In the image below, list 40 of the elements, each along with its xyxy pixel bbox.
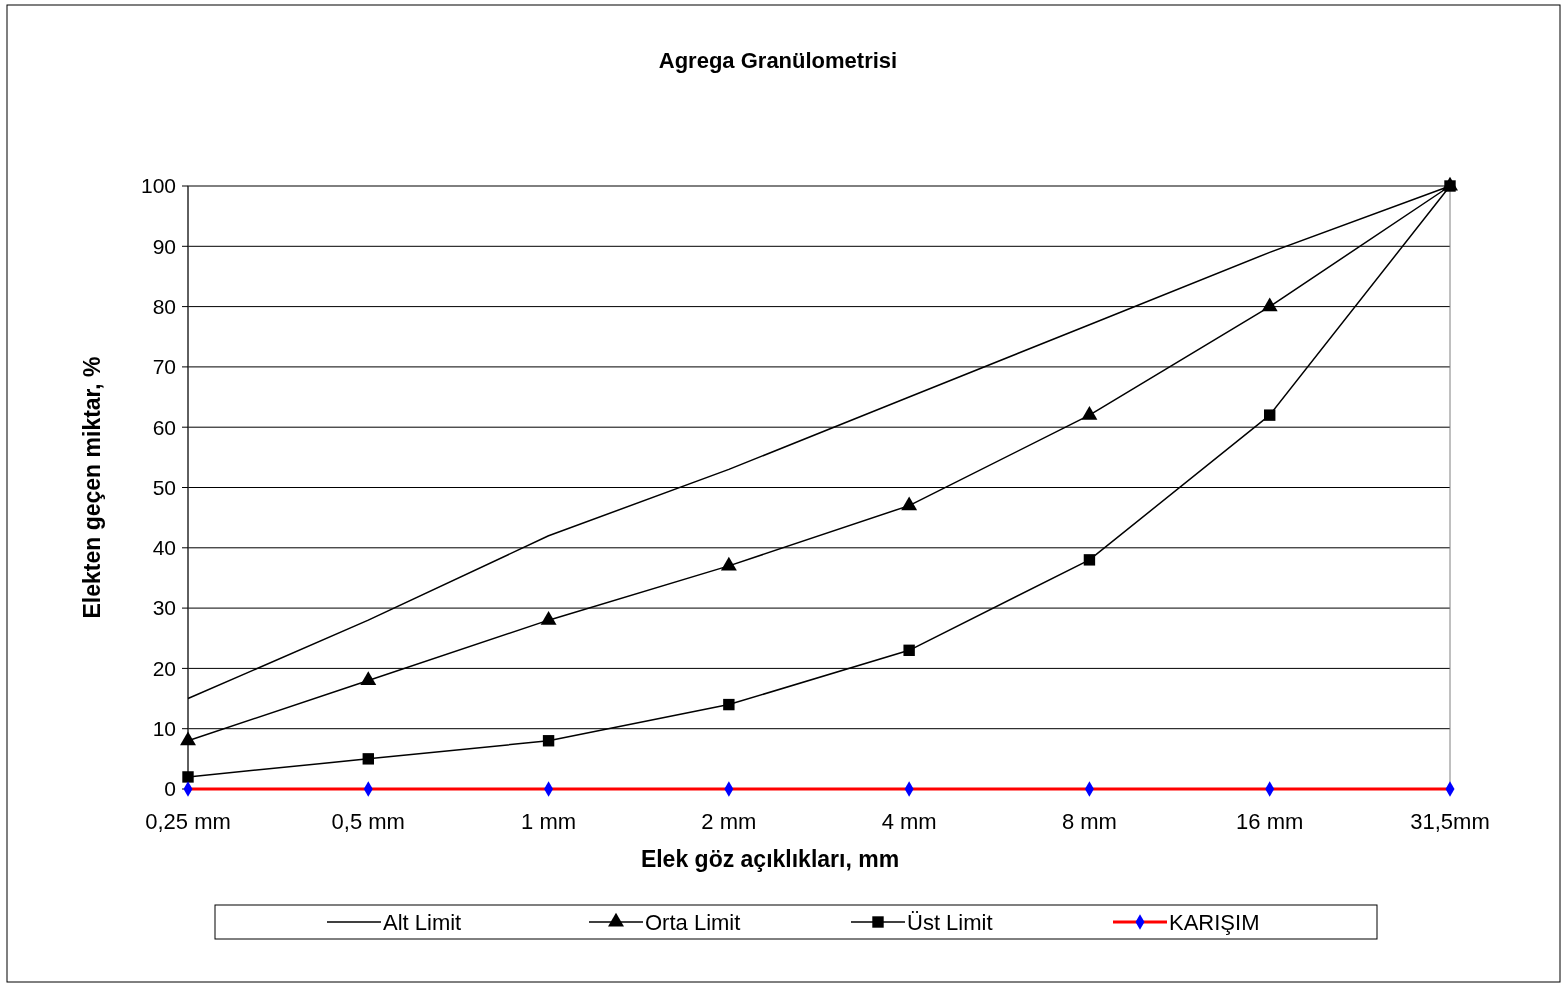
point xyxy=(1264,409,1276,421)
point xyxy=(180,731,196,746)
chart-title: Agrega Granülometrisi xyxy=(658,48,898,73)
point xyxy=(901,496,918,511)
y-axis-title: Elekten geçen miktar, % xyxy=(79,356,105,619)
x-tick-label: 0,5 mm xyxy=(331,809,405,834)
y-tick-label: 30 xyxy=(152,596,176,620)
y-tick-label: 80 xyxy=(152,294,176,318)
legend-label: KARIŞIM xyxy=(1169,909,1260,935)
point xyxy=(1261,297,1278,312)
point xyxy=(360,671,377,686)
y-tick-label: 10 xyxy=(152,717,176,741)
y-tick-label: 50 xyxy=(152,475,176,499)
point xyxy=(1081,405,1098,420)
legend-label: Orta Limit xyxy=(645,909,741,935)
point xyxy=(1083,554,1096,566)
x-tick-label: 16 mm xyxy=(1236,809,1304,834)
x-tick-label: 0,25 mm xyxy=(145,809,231,834)
y-tick-label: 60 xyxy=(152,415,176,439)
x-tick-label: 8 mm xyxy=(1061,809,1117,834)
x-axis-title: Elek göz açıklıkları, mm xyxy=(640,846,900,872)
y-tick-label: 0 xyxy=(164,777,176,801)
x-tick-label: 2 mm xyxy=(701,809,757,834)
point xyxy=(182,771,194,783)
point xyxy=(540,610,557,625)
legend-label: Alt Limit xyxy=(383,909,462,935)
x-tick-label: 31,5mm xyxy=(1410,809,1490,834)
point xyxy=(542,735,555,747)
y-tick-label: 40 xyxy=(152,536,176,560)
y-tick-label: 20 xyxy=(152,656,176,680)
point xyxy=(903,644,915,657)
y-tick-label: 90 xyxy=(152,234,176,258)
y-tick-label: 100 xyxy=(140,174,176,198)
legend-label: Üst Limit xyxy=(907,909,993,935)
x-tick-label: 1 mm xyxy=(521,809,577,834)
point xyxy=(723,698,735,711)
point xyxy=(362,753,374,765)
point xyxy=(720,556,737,571)
y-tick-label: 70 xyxy=(152,355,176,379)
x-tick-label: 4 mm xyxy=(881,809,937,834)
